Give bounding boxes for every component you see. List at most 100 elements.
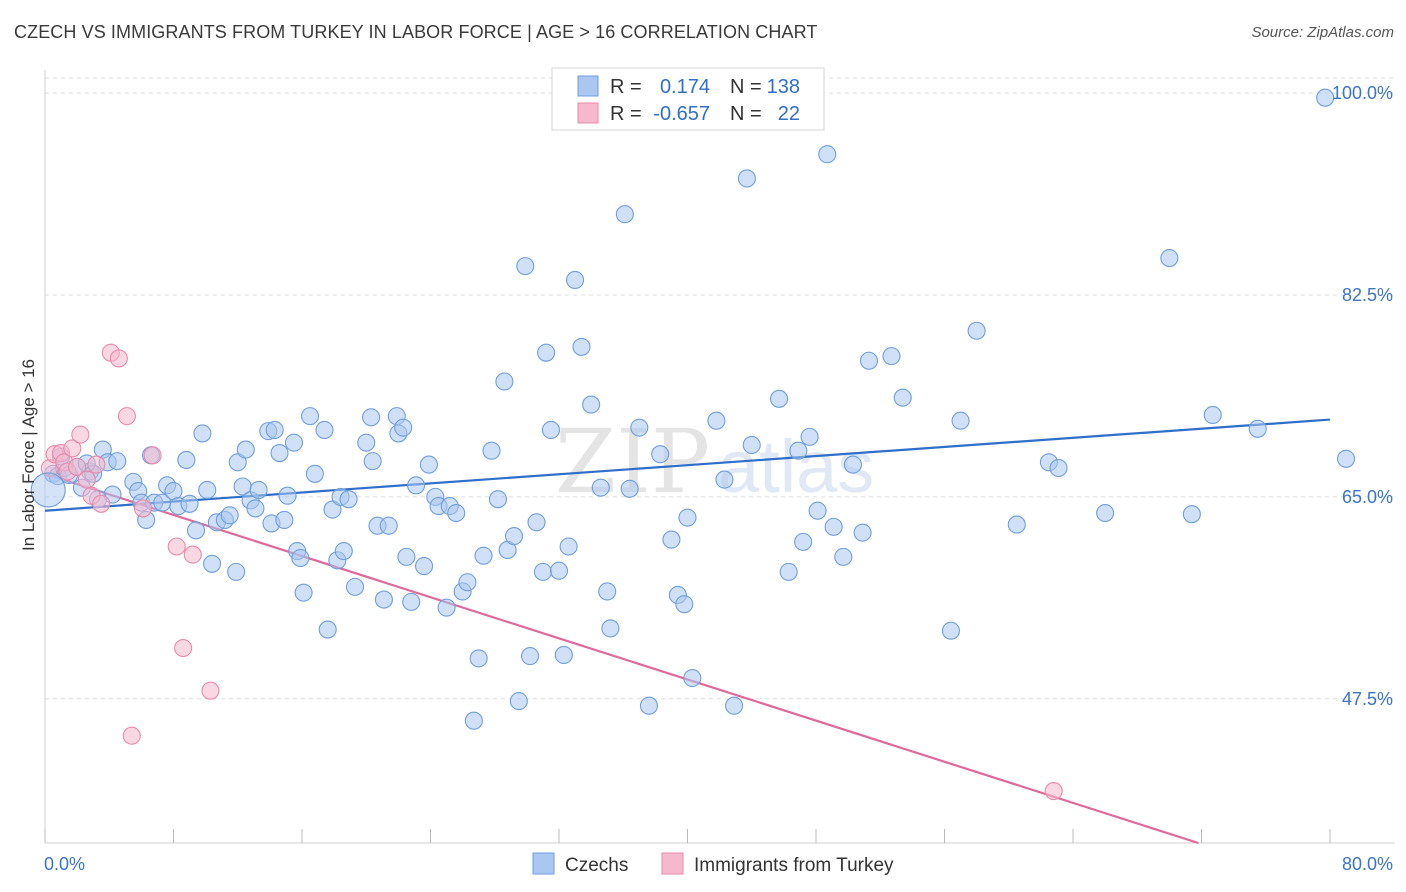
- legend-n-label-turkey: N =: [730, 103, 762, 125]
- czech-point-117: [789, 441, 808, 460]
- y-axis-label: In Labor Force | Age > 16: [19, 359, 38, 551]
- czech-point-130: [951, 411, 970, 430]
- legend-n-label-czechs: N =: [730, 76, 762, 98]
- turkey-trend-line: [44, 472, 1199, 845]
- czech-point-140: [1316, 88, 1335, 107]
- czech-point-38: [265, 420, 284, 440]
- czech-point-24: [193, 424, 212, 443]
- czech-point-64: [397, 547, 416, 566]
- czech-point-99: [601, 619, 620, 638]
- czech-point-87: [527, 513, 546, 532]
- czech-point-26: [203, 554, 222, 573]
- czech-point-114: [742, 435, 761, 455]
- czech-point-125: [853, 523, 872, 542]
- czech-point-46: [305, 464, 324, 483]
- czech-point-139: [1248, 419, 1267, 438]
- czech-point-93: [559, 537, 578, 556]
- czech-point-29: [220, 506, 239, 525]
- czech-point-83: [504, 527, 524, 546]
- czech-point-146: [227, 562, 246, 581]
- czech-point-47: [315, 420, 334, 440]
- czech-point-136: [1160, 249, 1179, 268]
- turkey-point-13: [109, 349, 128, 368]
- legend-r-label-turkey: R =: [610, 103, 642, 125]
- czech-point-147: [275, 510, 294, 530]
- czech-point-32: [236, 440, 255, 459]
- czech-point-134: [1049, 458, 1068, 478]
- czech-point-121: [818, 145, 837, 164]
- czech-point-90: [541, 420, 561, 440]
- turkey-point-18: [167, 537, 186, 556]
- turkey-point-6: [68, 457, 87, 476]
- czech-point-71: [437, 598, 456, 617]
- x-tick-label-1: 80.0%: [1342, 854, 1393, 874]
- czech-point-54: [345, 577, 365, 596]
- bottom-legend-swatch-czechs: [532, 852, 555, 875]
- y-tick-label-1: 65.0%: [1342, 487, 1393, 507]
- legend-swatch-turkey: [577, 102, 599, 124]
- czech-point-57: [363, 452, 382, 471]
- turkey-point-10: [87, 455, 106, 474]
- turkey-point-15: [122, 726, 141, 745]
- czech-point-43: [291, 548, 310, 568]
- czech-point-137: [1182, 505, 1201, 524]
- czech-point-98: [598, 582, 617, 601]
- czech-point-65: [402, 592, 421, 611]
- czech-point-101: [620, 479, 639, 498]
- czech-point-11: [108, 452, 127, 471]
- czech-point-53: [339, 490, 358, 509]
- czech-point-21: [177, 450, 196, 470]
- czech-point-131: [967, 321, 986, 340]
- czech-point-113: [737, 169, 756, 188]
- czech-point-89: [537, 343, 556, 362]
- turkey-point-21: [201, 681, 220, 700]
- legend-r-label-czechs: R =: [610, 76, 642, 98]
- axes: [44, 70, 1395, 844]
- czech-point-103: [639, 696, 659, 715]
- czech-point-79: [482, 441, 501, 460]
- czech-point-107: [675, 595, 694, 614]
- czech-point-19: [164, 482, 183, 501]
- czech-point-111: [715, 470, 734, 489]
- czech-point-25: [198, 480, 217, 500]
- czech-point-115: [770, 389, 789, 408]
- x-tick-labels: 0.0% 80.0%: [44, 854, 1393, 874]
- czech-point-40: [278, 486, 297, 505]
- czech-point-108: [678, 508, 697, 527]
- czech-point-23: [186, 521, 206, 540]
- czech-point-126: [859, 351, 879, 370]
- czech-point-97: [591, 478, 610, 497]
- chart-title: CZECH VS IMMIGRANTS FROM TURKEY IN LABOR…: [14, 22, 818, 42]
- czech-point-109: [683, 668, 702, 688]
- czech-point-132: [1007, 515, 1026, 534]
- czech-point-135: [1096, 503, 1115, 523]
- czech-point-60: [379, 516, 398, 535]
- czech-point-123: [834, 547, 853, 566]
- turkey-point-8: [77, 470, 96, 489]
- czech-point-52: [334, 542, 353, 561]
- legend-n-value-turkey: 22: [778, 103, 800, 125]
- czech-point-73: [447, 503, 466, 523]
- czech-point-122: [824, 517, 843, 536]
- czech-point-124: [843, 455, 862, 474]
- czech-point-49: [323, 500, 342, 519]
- czech-point-91: [549, 561, 569, 580]
- czech-point-96: [582, 395, 601, 414]
- czech-point-34: [246, 499, 265, 518]
- czech-point-78: [474, 546, 493, 565]
- bottom-legend-swatch-turkey: [661, 852, 684, 875]
- czech-point-55: [357, 433, 376, 452]
- czech-point-104: [651, 445, 670, 464]
- czech-point-41: [284, 433, 304, 452]
- czech-point-76: [464, 711, 483, 730]
- czech-point-116: [779, 562, 798, 581]
- legend-swatch-czechs: [577, 75, 599, 97]
- czech-point-128: [893, 388, 912, 407]
- correlation-legend: R = 0.174 N = 138 R = -0.657 N = 22: [551, 67, 825, 131]
- turkey-point-19: [174, 638, 193, 658]
- czech-point-102: [630, 418, 649, 437]
- czech-point-127: [882, 347, 901, 366]
- czech-point-129: [941, 621, 960, 640]
- legend-r-value-czechs: 0.174: [660, 76, 710, 98]
